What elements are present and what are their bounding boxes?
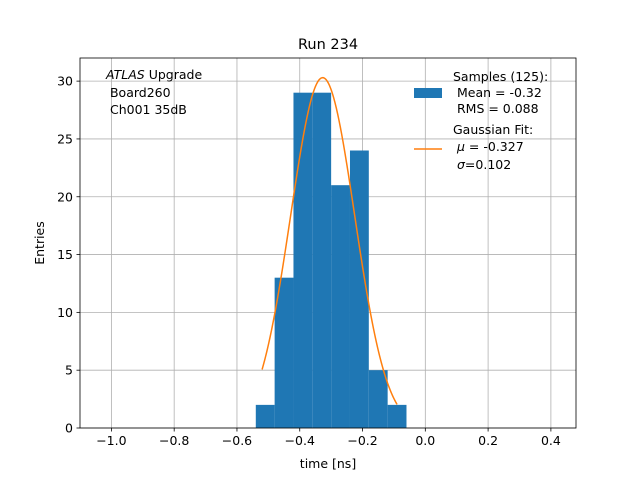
x-tick-label: −0.4 <box>285 433 315 448</box>
annotation-atlas: ATLAS <box>105 67 145 82</box>
annotation-line-3: Ch001 35dB <box>106 102 187 117</box>
histogram-bar <box>312 92 332 428</box>
x-tick-label: −0.6 <box>222 433 252 448</box>
histogram-bar <box>274 277 294 428</box>
axes-frame <box>79 57 577 429</box>
histogram-bar <box>368 370 388 428</box>
y-axis-label: Entries <box>32 221 47 265</box>
y-tick-label: 25 <box>57 131 73 146</box>
gaussian-fit-curve <box>261 76 398 405</box>
annotation-line-2: Board260 <box>106 85 171 100</box>
legend-fit-mu: μ = -0.327 <box>453 139 524 154</box>
histogram-bar <box>331 185 350 428</box>
y-tick-label: 15 <box>57 247 73 262</box>
x-tick-label: 0.0 <box>415 433 435 448</box>
legend: Samples (125): Mean = -0.32 RMS = 0.088 … <box>414 69 548 172</box>
legend-fit-title: Gaussian Fit: <box>453 122 533 137</box>
x-tick-label: −0.8 <box>159 433 189 448</box>
chart-title: Run 234 <box>298 37 358 53</box>
y-tick-label: 30 <box>57 74 73 89</box>
annotation-line-1: ATLAS Upgrade <box>105 67 202 82</box>
legend-mu-value: = -0.327 <box>465 139 524 154</box>
y-tick-label: 5 <box>65 363 73 378</box>
y-tick-label: 10 <box>57 305 73 320</box>
legend-sigma-value: =0.102 <box>465 157 511 172</box>
legend-histogram-title: Samples (125): <box>453 69 548 84</box>
legend-histogram-swatch <box>414 88 442 98</box>
legend-mu-symbol: μ <box>456 139 465 154</box>
legend-histogram-mean: Mean = -0.32 <box>453 85 542 100</box>
histogram-bars <box>255 92 407 428</box>
x-axis-label: time [ns] <box>300 456 356 471</box>
histogram-bar <box>293 92 313 428</box>
histogram-bar <box>255 404 275 428</box>
x-tick-label: −1.0 <box>96 433 126 448</box>
legend-sigma-symbol: σ <box>457 157 466 172</box>
legend-histogram-rms: RMS = 0.088 <box>453 101 539 116</box>
y-axis-ticks: 0 5 10 15 20 25 30 <box>57 74 80 436</box>
annotation-text: ATLAS Upgrade Board260 Ch001 35dB <box>105 67 202 117</box>
y-tick-label: 0 <box>65 421 73 436</box>
x-tick-label: 0.4 <box>541 433 561 448</box>
histogram-bar <box>387 404 407 428</box>
y-tick-label: 20 <box>57 189 73 204</box>
legend-fit-sigma: σ=0.102 <box>453 157 511 172</box>
x-tick-label: 0.2 <box>478 433 498 448</box>
x-tick-label: −0.2 <box>347 433 377 448</box>
x-axis-ticks: −1.0 −0.8 −0.6 −0.4 −0.2 0.0 0.2 0.4 <box>96 428 561 448</box>
annotation-upgrade: Upgrade <box>145 67 203 82</box>
